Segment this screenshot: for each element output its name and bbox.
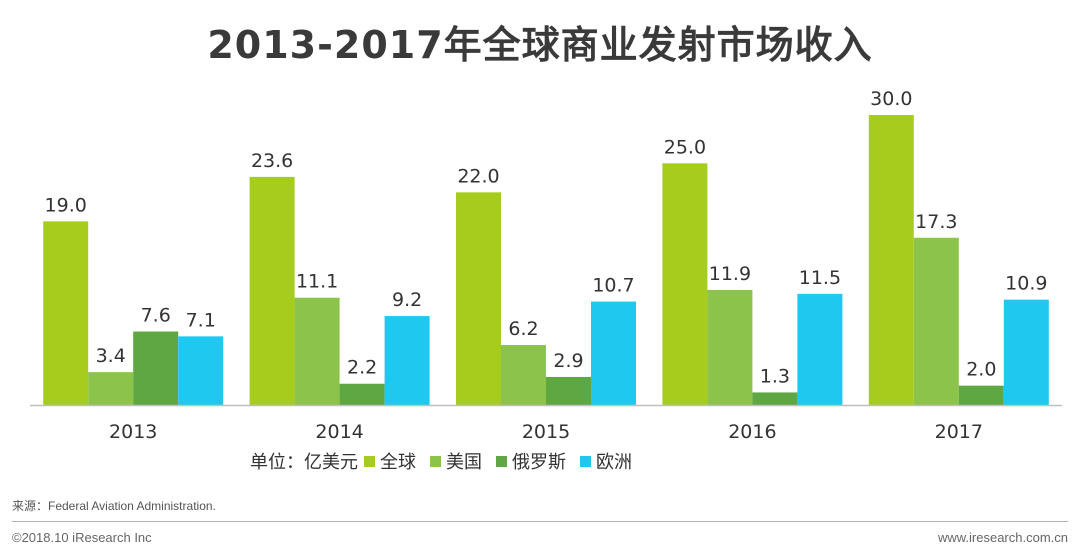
bar-全球-2017 — [868, 115, 914, 405]
bar-欧洲-2014 — [384, 316, 430, 405]
legend-item-美国: 美国 — [430, 448, 482, 474]
bar-俄罗斯-2015 — [546, 376, 591, 405]
bar-美国-2013 — [88, 372, 134, 405]
data-label-欧洲-2013: 7.1 — [186, 309, 216, 331]
legend-swatch — [364, 455, 375, 467]
data-label-俄罗斯-2017: 2.0 — [966, 359, 996, 381]
data-label-欧洲-2015: 10.7 — [592, 275, 634, 297]
legend-items: 全球 美国 俄罗斯 欧洲 — [364, 448, 646, 474]
bar-美国-2015 — [501, 345, 546, 405]
data-label-俄罗斯-2016: 1.3 — [760, 365, 790, 387]
bar-俄罗斯-2014 — [339, 383, 385, 405]
chart-title: 2013-2017年全球商业发射市场收入 — [207, 23, 873, 67]
data-label-美国-2016: 11.9 — [709, 263, 751, 285]
x-tick-label-2017: 2017 — [935, 421, 983, 443]
data-label-俄罗斯-2013: 7.6 — [141, 305, 171, 327]
x-tick-label-2014: 2014 — [315, 421, 363, 443]
bar-美国-2014 — [294, 297, 340, 405]
x-tick-label-2013: 2013 — [109, 421, 157, 443]
copyright-text: ©2018.10 iResearch Inc — [12, 530, 152, 545]
legend-item-全球: 全球 — [364, 448, 416, 474]
bar-俄罗斯-2016 — [752, 392, 798, 405]
bar-欧洲-2016 — [797, 293, 843, 405]
legend-label: 美国 — [446, 452, 482, 473]
bar-美国-2016 — [707, 289, 753, 405]
data-label-俄罗斯-2014: 2.2 — [347, 357, 377, 379]
bar-全球-2014 — [249, 176, 295, 405]
legend-label: 俄罗斯 — [512, 452, 566, 473]
data-label-欧洲-2016: 11.5 — [799, 267, 841, 289]
data-label-全球-2016: 25.0 — [664, 136, 706, 158]
website-link[interactable]: www.iresearch.com.cn — [937, 530, 1068, 545]
bar-俄罗斯-2013 — [133, 331, 179, 405]
data-label-全球-2014: 23.6 — [251, 150, 293, 172]
data-label-欧洲-2017: 10.9 — [1005, 273, 1047, 295]
bar-欧洲-2017 — [1003, 299, 1049, 405]
chart-legend: 单位：亿美元 全球 美国 俄罗斯 欧洲 — [250, 446, 646, 476]
data-label-俄罗斯-2015: 2.9 — [553, 350, 583, 372]
data-label-全球-2015: 22.0 — [457, 165, 499, 187]
bar-全球-2016 — [662, 163, 708, 405]
legend-swatch — [496, 455, 507, 467]
legend-item-俄罗斯: 俄罗斯 — [496, 448, 566, 474]
footer-divider — [12, 521, 1068, 522]
bar-欧洲-2013 — [178, 336, 224, 405]
x-tick-label-2015: 2015 — [522, 421, 570, 443]
data-label-欧洲-2014: 9.2 — [392, 289, 422, 311]
bar-欧洲-2015 — [591, 301, 636, 405]
source-note: 来源：Federal Aviation Administration. — [12, 499, 216, 513]
data-label-美国-2014: 11.1 — [296, 271, 338, 293]
bar-俄罗斯-2017 — [958, 385, 1004, 405]
data-label-美国-2013: 3.4 — [96, 345, 126, 367]
legend-label: 欧洲 — [596, 452, 632, 473]
x-tick-label-2016: 2016 — [728, 421, 776, 443]
legend-swatch — [430, 455, 441, 467]
data-label-全球-2017: 30.0 — [870, 88, 912, 110]
bar-美国-2017 — [913, 237, 959, 405]
bar-全球-2013 — [43, 221, 89, 405]
data-label-全球-2013: 19.0 — [45, 194, 87, 216]
data-label-美国-2015: 6.2 — [508, 318, 538, 340]
data-label-美国-2017: 17.3 — [915, 211, 957, 233]
legend-item-欧洲: 欧洲 — [580, 448, 632, 474]
bar-全球-2015 — [456, 192, 501, 405]
legend-label: 全球 — [380, 452, 416, 473]
bar-chart: 19.0 3.4 7.6 7.1 2013 23.6 11.1 2.2 9.2 2014 22.0 6… — [30, 88, 1062, 443]
legend-swatch — [580, 455, 591, 467]
unit-label: 单位：亿美元 — [250, 452, 358, 473]
